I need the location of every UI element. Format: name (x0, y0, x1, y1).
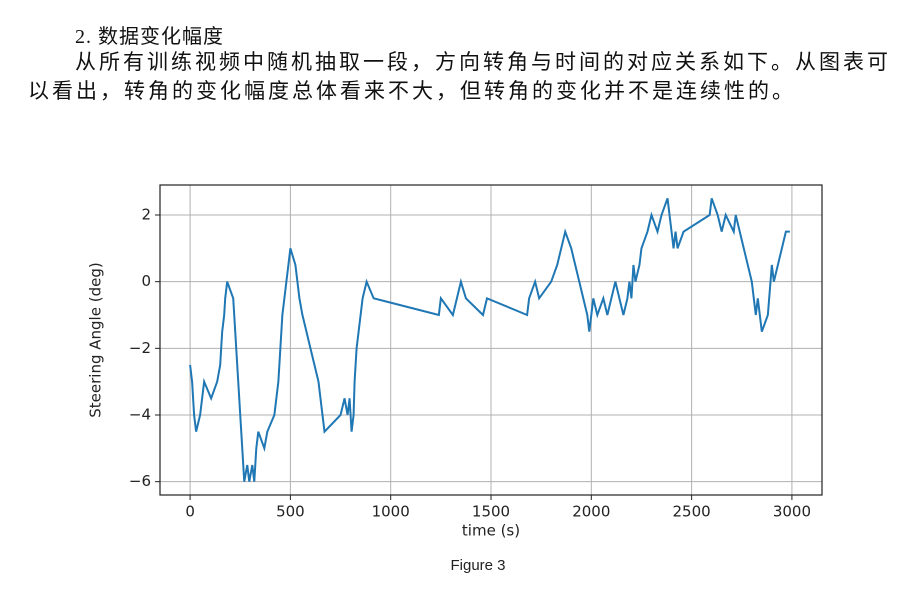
y-tick-label: −6 (129, 472, 151, 490)
x-tick-label: 2000 (572, 503, 610, 521)
x-tick-label: 3000 (773, 503, 811, 521)
plot-frame (159, 184, 823, 496)
y-tick-label: 2 (141, 206, 151, 224)
x-tick-label: 2500 (673, 503, 711, 521)
caption: Figure 3 (450, 557, 506, 574)
x-tick-label: 0 (185, 503, 195, 521)
y-tick-label: −2 (129, 339, 151, 357)
y-axis-label: Steering Angle (deg) (87, 262, 105, 417)
data-line (189, 197, 790, 482)
paragraph: 从所有训练视频中随机抽取一段，方向转角与时间的对应关系如下。从图表可以看出，转角… (28, 50, 891, 103)
y-tick-label: −4 (129, 406, 151, 424)
x-axis-label: time (s) (462, 522, 520, 540)
y-tick-label: 0 (141, 272, 151, 290)
x-tick-label: 1500 (472, 503, 510, 521)
heading: 2. 数据变化幅度 (75, 26, 224, 48)
x-tick-label: 500 (276, 503, 305, 521)
x-tick-label: 1000 (372, 503, 410, 521)
